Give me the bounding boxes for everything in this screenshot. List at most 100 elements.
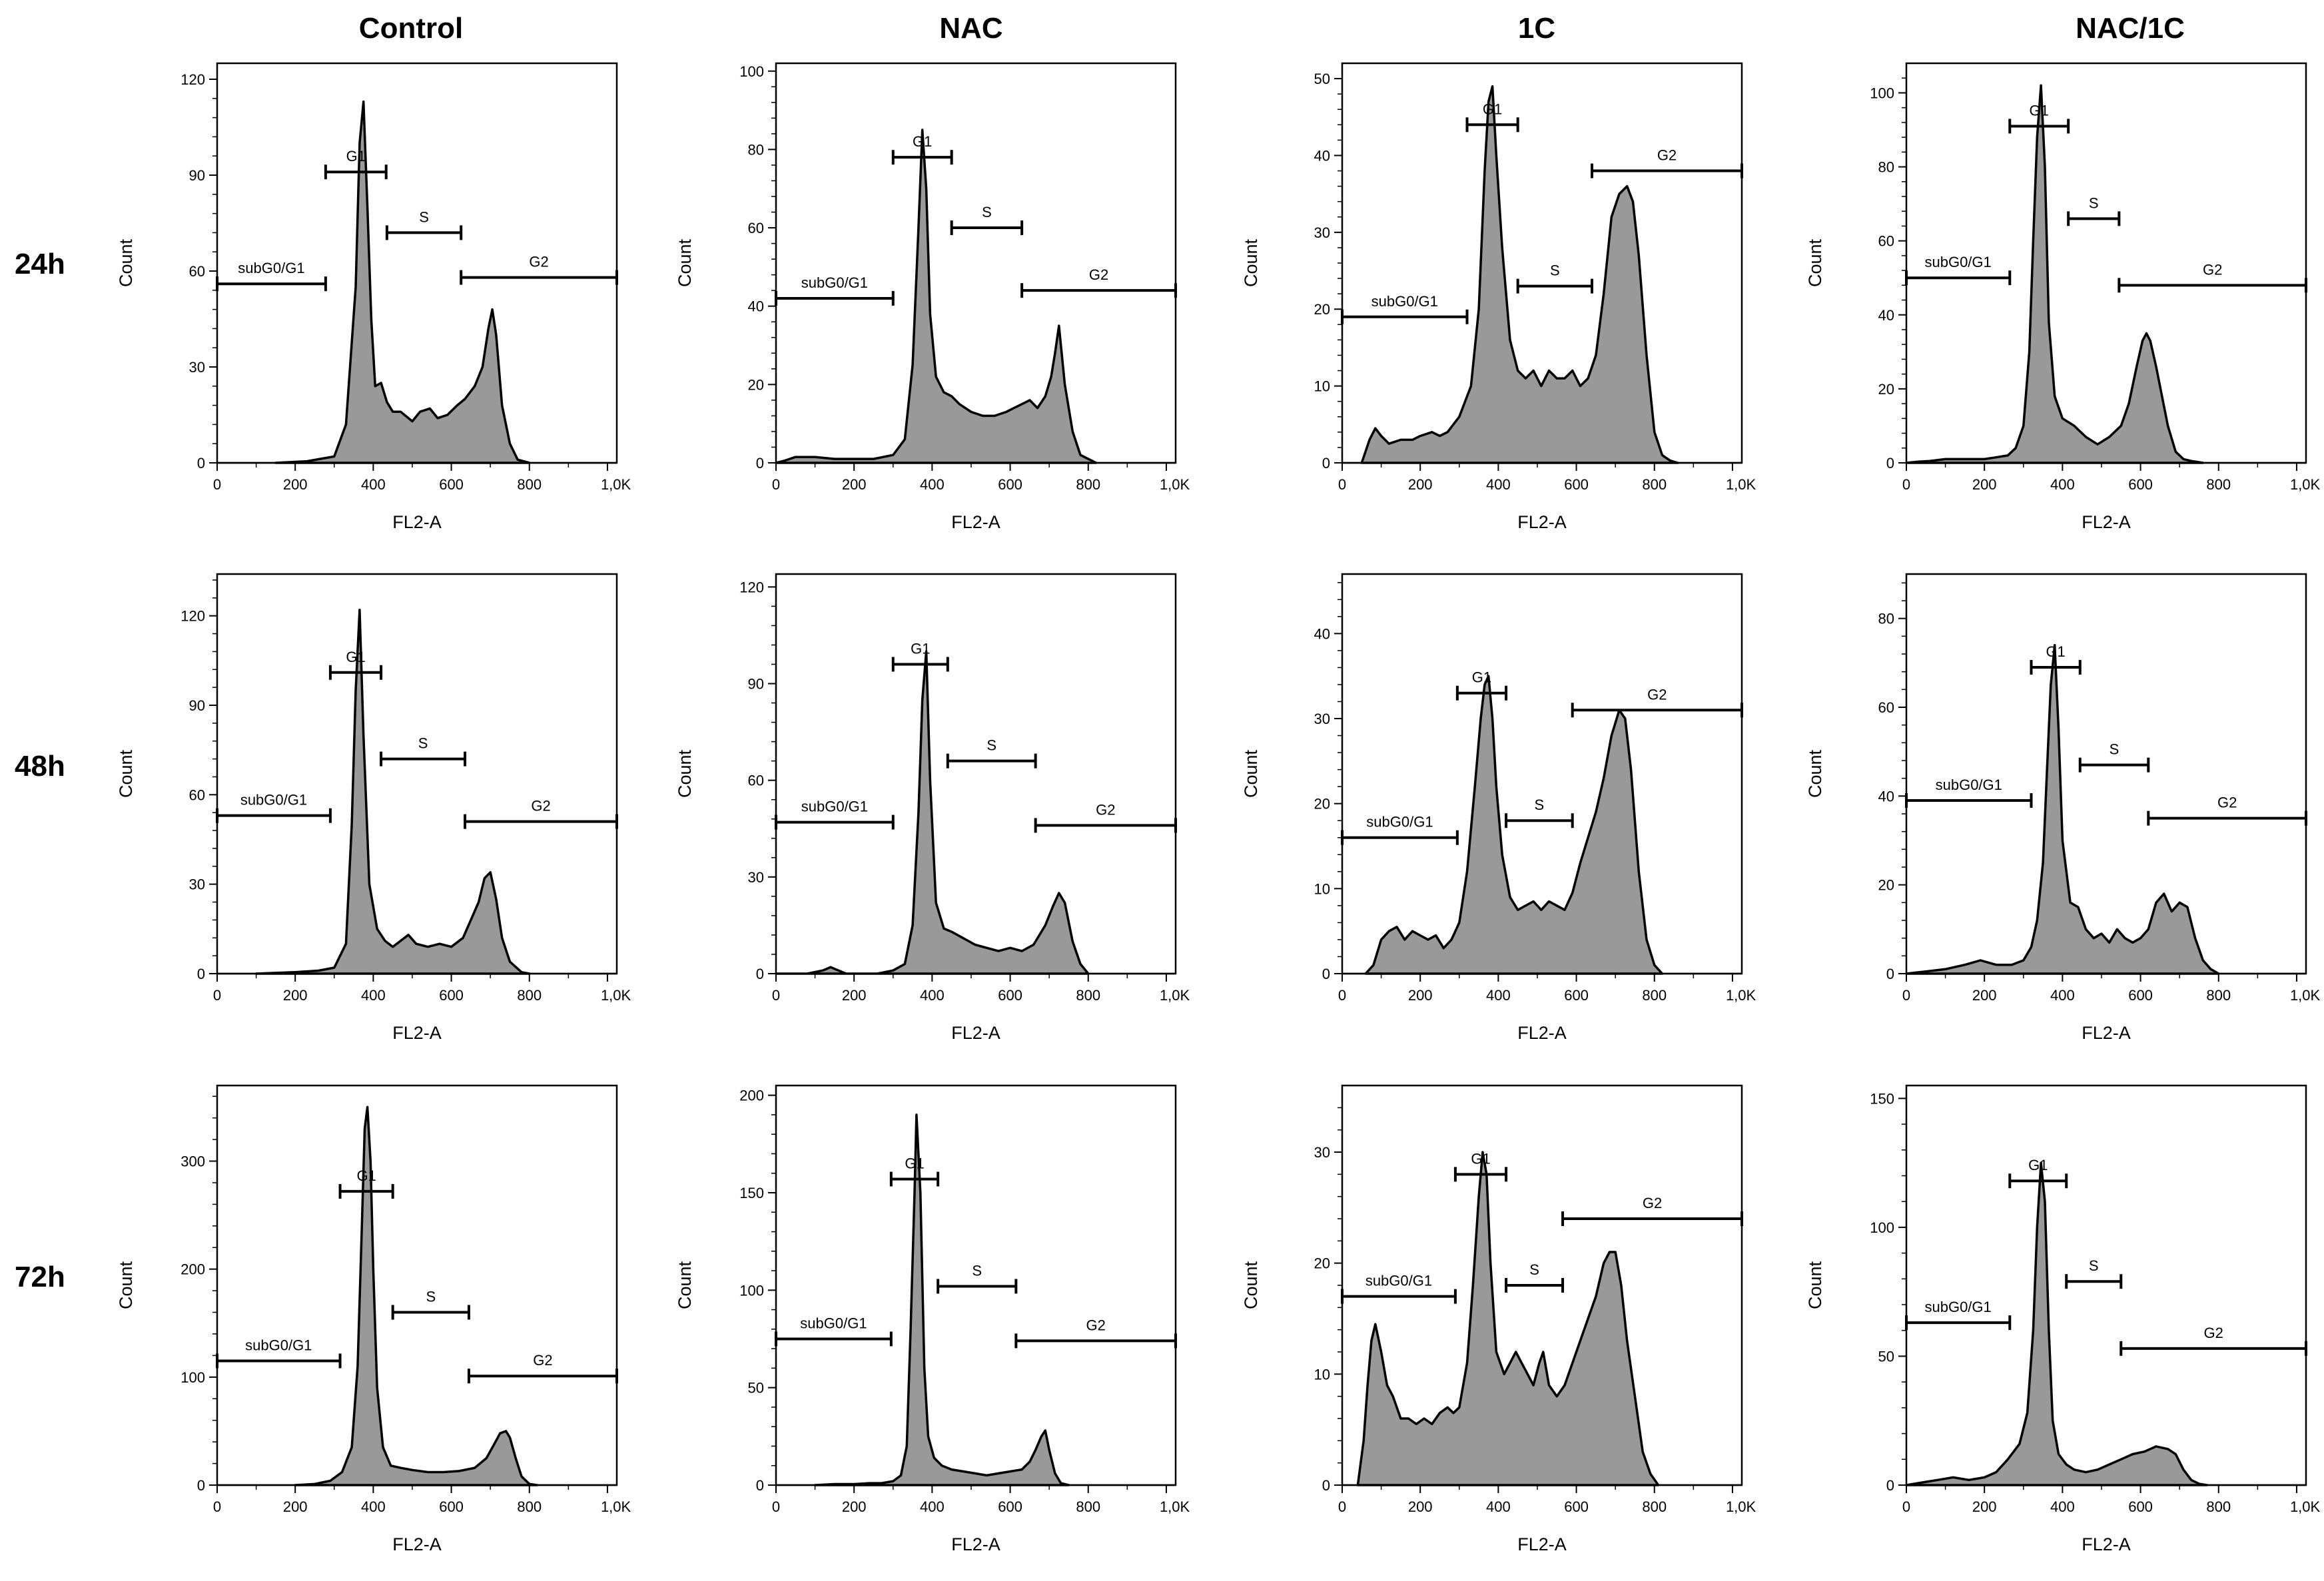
y-tick-label: 40 bbox=[1878, 307, 1894, 324]
y-axis-label: Count bbox=[116, 1261, 136, 1309]
x-tick-label: 200 bbox=[1408, 987, 1433, 1004]
histogram-area bbox=[1905, 1161, 2208, 1486]
gate-label: G2 bbox=[533, 1352, 552, 1369]
gate-g2: G2 bbox=[1020, 266, 1177, 298]
x-tick-label: 600 bbox=[439, 476, 464, 493]
y-tick-label: 0 bbox=[756, 1477, 764, 1494]
y-tick-label: 100 bbox=[739, 1282, 764, 1299]
row-titles: 24h 48h 72h bbox=[15, 248, 65, 1293]
x-tick-label: 1,0K bbox=[1160, 1498, 1190, 1515]
gate-label: subG0/G1 bbox=[1366, 814, 1433, 830]
histogram-panel-control-72h: 0 200 400 600 800 1,0K 0 100 200 300 FL2-A Count sub… bbox=[116, 1084, 631, 1554]
gate-g2: G2 bbox=[2118, 261, 2307, 293]
plot-frame bbox=[1341, 573, 1743, 975]
gate-label: G1 bbox=[1472, 669, 1491, 686]
gate-g2: G2 bbox=[1014, 1317, 1177, 1349]
gate-g1: G1 bbox=[1455, 669, 1508, 701]
gate-g1: G1 bbox=[324, 148, 388, 180]
y-tick-label: 0 bbox=[1886, 966, 1894, 982]
y-tick-label: 120 bbox=[181, 608, 205, 625]
gate-label: G1 bbox=[2030, 102, 2049, 119]
histogram-panel-nac-24h: 0 200 400 600 800 1,0K 0 20 40 60 80 100 FL2-A Count s… bbox=[675, 62, 1190, 532]
gate-label: S bbox=[2089, 194, 2099, 211]
x-tick-label: 1,0K bbox=[601, 987, 631, 1004]
y-tick-label: 20 bbox=[1878, 381, 1894, 398]
histogram-area bbox=[254, 608, 531, 975]
x-tick-label: 200 bbox=[283, 476, 308, 493]
x-tick-label: 200 bbox=[1972, 476, 1997, 493]
y-axis-label: Count bbox=[116, 238, 136, 287]
x-tick-label: 200 bbox=[842, 987, 867, 1004]
x-axis-label: FL2-A bbox=[2082, 1534, 2131, 1554]
gate-g1: G1 bbox=[328, 649, 383, 680]
y-tick-label: 0 bbox=[756, 966, 764, 982]
gate-g2: G2 bbox=[1571, 686, 1743, 718]
x-axis-label: FL2-A bbox=[392, 512, 442, 532]
y-tick-label: 60 bbox=[189, 787, 205, 803]
x-tick-label: 400 bbox=[1486, 987, 1511, 1004]
plot-frame bbox=[1905, 573, 2307, 975]
gate-label: G1 bbox=[905, 1155, 924, 1171]
plot-frame bbox=[216, 1084, 618, 1486]
histogram-area bbox=[775, 129, 1098, 464]
gate-subg0-g1: subG0/G1 bbox=[1341, 1273, 1457, 1304]
gate-label: G2 bbox=[531, 798, 550, 814]
gate-label: G1 bbox=[346, 148, 366, 164]
x-tick-label: 0 bbox=[1338, 476, 1346, 493]
y-tick-label: 0 bbox=[1322, 1477, 1330, 1494]
y-tick-label: 90 bbox=[748, 676, 764, 693]
x-tick-label: 200 bbox=[1972, 987, 1997, 1004]
gate-subg0-g1: subG0/G1 bbox=[1905, 1299, 2012, 1331]
x-tick-label: 400 bbox=[920, 987, 945, 1004]
x-tick-label: 400 bbox=[2050, 987, 2075, 1004]
gate-g2: G2 bbox=[2120, 1325, 2307, 1356]
y-tick-label: 60 bbox=[748, 773, 764, 789]
histogram-area bbox=[1360, 85, 1679, 464]
x-tick-label: 800 bbox=[1076, 987, 1100, 1004]
gate-label: G1 bbox=[356, 1167, 376, 1184]
y-tick-label: 0 bbox=[1322, 966, 1330, 982]
gate-label: S bbox=[982, 204, 992, 220]
gate-subg0-g1: subG0/G1 bbox=[1905, 777, 2033, 808]
x-tick-label: 600 bbox=[998, 1498, 1022, 1515]
histogram-panel-nac-1c-24h: 0 200 400 600 800 1,0K 0 20 40 60 80 100 FL2-A Count s… bbox=[1805, 62, 2321, 532]
histogram-area bbox=[274, 100, 531, 464]
x-tick-label: 0 bbox=[1902, 1498, 1910, 1515]
y-tick-label: 80 bbox=[1878, 611, 1894, 627]
x-tick-label: 0 bbox=[772, 1498, 780, 1515]
y-axis-label: Count bbox=[675, 238, 695, 287]
gate-label: S bbox=[2089, 1257, 2099, 1274]
x-tick-label: 0 bbox=[213, 476, 221, 493]
gate-subg0-g1: subG0/G1 bbox=[775, 1315, 893, 1347]
y-axis-label: Count bbox=[675, 749, 695, 798]
y-axis-label: Count bbox=[1805, 749, 1825, 798]
y-axis-label: Count bbox=[1805, 238, 1825, 287]
plot-frame bbox=[216, 573, 618, 975]
gate-label: subG0/G1 bbox=[1924, 254, 1991, 270]
histogram-area bbox=[1356, 1151, 1660, 1486]
y-tick-label: 80 bbox=[1878, 159, 1894, 176]
gate-label: G1 bbox=[913, 133, 932, 150]
gate-g2: G2 bbox=[1561, 1195, 1743, 1226]
y-tick-label: 100 bbox=[181, 1369, 205, 1386]
gate-label: G2 bbox=[2217, 794, 2237, 811]
gate-subg0-g1: subG0/G1 bbox=[216, 792, 332, 823]
x-tick-label: 0 bbox=[213, 1498, 221, 1515]
gate-label: G1 bbox=[1471, 1150, 1490, 1167]
gate-label: subG0/G1 bbox=[1371, 293, 1438, 310]
y-tick-label: 0 bbox=[1886, 1477, 1894, 1494]
y-axis-label: Count bbox=[675, 1261, 695, 1309]
gate-g2: G2 bbox=[2147, 794, 2307, 826]
y-tick-label: 40 bbox=[1314, 147, 1330, 164]
y-tick-label: 20 bbox=[1878, 877, 1894, 894]
gate-s: S bbox=[1516, 262, 1593, 294]
y-tick-label: 90 bbox=[189, 697, 205, 714]
x-tick-label: 200 bbox=[842, 1498, 867, 1515]
x-tick-label: 0 bbox=[1902, 987, 1910, 1004]
x-tick-label: 600 bbox=[1564, 476, 1589, 493]
y-tick-label: 20 bbox=[1314, 796, 1330, 812]
x-tick-label: 1,0K bbox=[601, 1498, 631, 1515]
y-tick-label: 60 bbox=[1878, 233, 1894, 250]
x-tick-label: 400 bbox=[1486, 1498, 1511, 1515]
